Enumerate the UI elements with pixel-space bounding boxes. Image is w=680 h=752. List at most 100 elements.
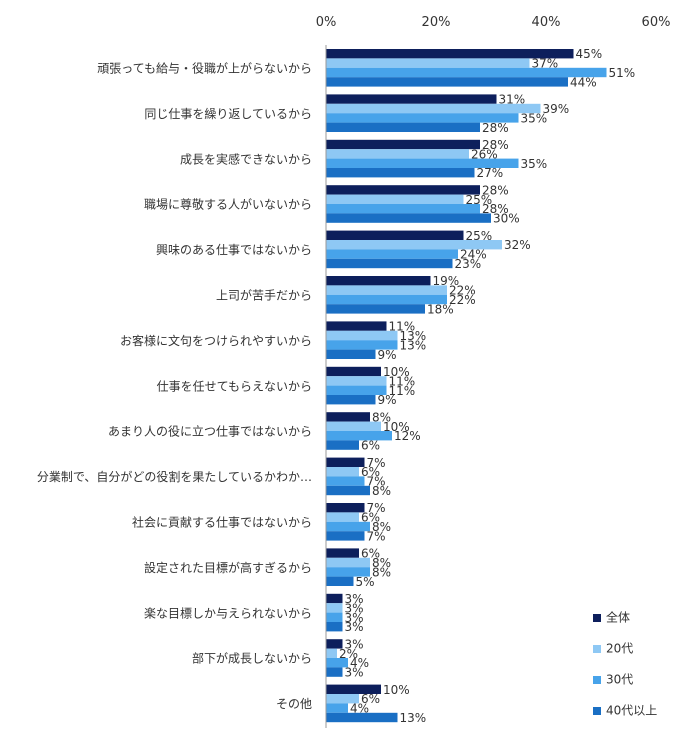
- value-label: 22%: [449, 293, 476, 307]
- value-label: 18%: [427, 302, 454, 316]
- value-label: 44%: [570, 75, 597, 89]
- category-label: あまり人の役に立つ仕事ではないから: [108, 424, 312, 439]
- bar: [326, 49, 574, 59]
- bar: [326, 158, 519, 168]
- category-label: 社会に貢献する仕事ではないから: [132, 515, 312, 530]
- value-label: 10%: [383, 420, 410, 434]
- category-label: 職場に尊敬する人がいないから: [144, 197, 312, 212]
- category-label: 仕事を任せてもらえないから: [157, 379, 312, 393]
- bar: [326, 240, 502, 250]
- bar: [326, 304, 425, 314]
- category-label: その他: [276, 697, 312, 711]
- value-label: 4%: [350, 656, 369, 670]
- bar: [326, 639, 343, 649]
- value-label: 6%: [361, 439, 380, 453]
- value-label: 3%: [345, 601, 364, 615]
- bar: [326, 531, 365, 541]
- bar: [326, 612, 343, 622]
- bar: [326, 67, 607, 78]
- value-label: 11%: [389, 374, 416, 388]
- bar: [326, 503, 365, 513]
- value-label: 32%: [504, 238, 531, 252]
- value-label: 27%: [477, 166, 504, 180]
- bar: [326, 395, 376, 405]
- value-label: 3%: [345, 620, 364, 634]
- bar: [326, 521, 370, 532]
- bar: [326, 485, 370, 496]
- value-label: 35%: [521, 111, 548, 125]
- bar: [326, 467, 359, 477]
- bar: [326, 340, 398, 350]
- bars: [326, 49, 607, 723]
- value-label: 8%: [372, 520, 391, 534]
- bar: [326, 330, 398, 341]
- category-label: 部下が成長しないから: [192, 651, 312, 666]
- value-label: 8%: [372, 565, 391, 579]
- bar: [326, 77, 568, 87]
- value-label: 31%: [499, 93, 526, 107]
- legend: 全体 20代 30代 40代以上: [593, 610, 657, 718]
- bar: [326, 457, 365, 467]
- x-tick-label: 60%: [642, 15, 671, 30]
- legend-label: 20代: [606, 642, 633, 656]
- value-label: 8%: [372, 556, 391, 570]
- value-label: 10%: [383, 365, 410, 379]
- value-label: 7%: [367, 501, 386, 515]
- value-label: 6%: [361, 465, 380, 479]
- value-label: 24%: [460, 248, 487, 262]
- legend-swatch: [593, 645, 601, 653]
- bar: [326, 249, 458, 259]
- value-label: 5%: [356, 575, 375, 589]
- category-label: 同じ仕事を繰り返しているから: [144, 107, 312, 121]
- bar: [326, 440, 359, 450]
- bar: [326, 149, 469, 159]
- category-labels: 頑張っても給与・役職が上がらないから同じ仕事を繰り返しているから成長を実感できな…: [37, 61, 312, 712]
- value-label: 25%: [466, 229, 493, 243]
- category-label: お客様に文句をつけられやすいから: [120, 333, 312, 348]
- bar: [326, 576, 354, 586]
- bar: [326, 658, 348, 668]
- bar: [326, 684, 381, 694]
- value-label: 9%: [378, 393, 397, 407]
- bar: [326, 593, 343, 604]
- legend-label: 全体: [606, 610, 630, 625]
- value-label: 39%: [543, 102, 570, 116]
- value-label: 4%: [350, 702, 369, 716]
- legend-swatch: [593, 707, 601, 715]
- x-tick-label: 40%: [532, 15, 561, 30]
- value-label: 23%: [455, 257, 482, 271]
- bar: [326, 567, 370, 577]
- value-label: 3%: [345, 666, 364, 680]
- bar: [326, 349, 376, 359]
- value-label: 13%: [400, 338, 427, 352]
- category-label: 成長を実感できないから: [180, 151, 312, 166]
- bar: [326, 230, 464, 240]
- bar: [326, 421, 381, 431]
- category-label: 頑張っても給与・役職が上がらないから: [97, 61, 312, 76]
- bar: [326, 548, 359, 558]
- bar: [326, 213, 491, 223]
- bar: [326, 122, 480, 132]
- category-label: 分業制で、自分がどの役割を果たしているかわか…: [37, 469, 312, 484]
- bar: [326, 622, 343, 632]
- category-label: 楽な目標しか与えられないから: [144, 606, 312, 620]
- bar: [326, 168, 475, 178]
- value-label: 37%: [532, 57, 559, 71]
- value-label: 35%: [521, 157, 548, 171]
- value-label: 45%: [576, 47, 603, 61]
- bar: [326, 94, 497, 104]
- value-label: 7%: [367, 456, 386, 470]
- value-label: 8%: [372, 410, 391, 424]
- legend-label: 40代以上: [606, 704, 657, 718]
- legend-label: 30代: [606, 673, 633, 687]
- value-label: 7%: [367, 529, 386, 543]
- bar: [326, 412, 370, 422]
- bar: [326, 185, 480, 195]
- value-label: 10%: [383, 683, 410, 697]
- value-labels: 45%37%51%44%31%39%35%28%28%26%35%27%28%2…: [339, 47, 635, 725]
- category-label: 設定された目標が高すぎるから: [144, 560, 312, 575]
- bar: [326, 385, 387, 395]
- legend-swatch: [593, 676, 601, 684]
- value-label: 3%: [345, 592, 364, 606]
